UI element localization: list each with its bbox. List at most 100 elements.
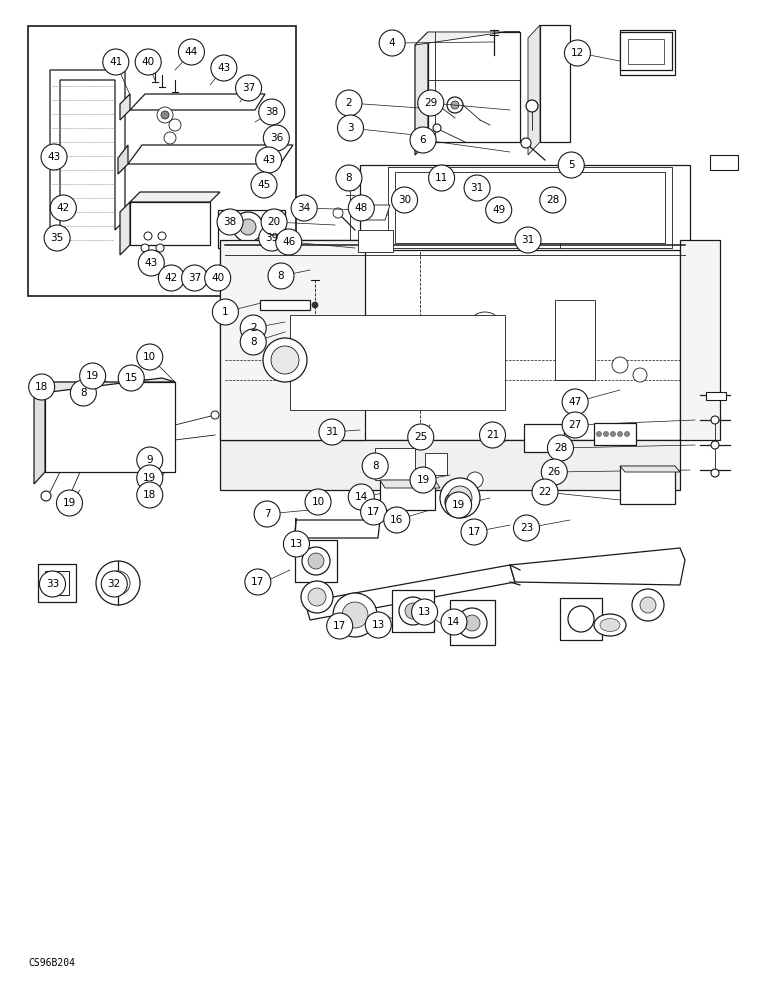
Text: 32: 32 — [107, 579, 121, 589]
Circle shape — [365, 612, 391, 638]
Text: 23: 23 — [520, 523, 533, 533]
Circle shape — [135, 49, 161, 75]
Circle shape — [251, 172, 277, 198]
Polygon shape — [680, 240, 720, 440]
Polygon shape — [380, 480, 440, 488]
Circle shape — [562, 412, 588, 438]
Circle shape — [245, 569, 271, 595]
Circle shape — [235, 75, 262, 101]
Text: 27: 27 — [568, 420, 582, 430]
Text: 44: 44 — [185, 47, 198, 57]
Circle shape — [319, 419, 345, 445]
Circle shape — [540, 187, 566, 213]
Circle shape — [164, 132, 176, 144]
Bar — [710, 155, 738, 170]
Polygon shape — [130, 202, 210, 245]
Circle shape — [515, 227, 541, 253]
Circle shape — [211, 55, 237, 81]
Circle shape — [261, 209, 287, 235]
Circle shape — [41, 144, 67, 170]
Circle shape — [263, 125, 290, 151]
Bar — [425, 453, 447, 475]
Polygon shape — [510, 548, 685, 585]
Circle shape — [532, 479, 558, 505]
Text: 13: 13 — [371, 620, 385, 630]
Bar — [594, 423, 636, 445]
Circle shape — [448, 486, 472, 510]
Circle shape — [333, 593, 377, 637]
Text: 19: 19 — [63, 498, 76, 508]
Circle shape — [39, 571, 66, 597]
Circle shape — [632, 589, 664, 621]
Text: 49: 49 — [492, 205, 506, 215]
Circle shape — [56, 490, 83, 516]
Bar — [28, 26, 296, 296]
Circle shape — [178, 39, 205, 65]
Text: 46: 46 — [282, 237, 296, 247]
Circle shape — [141, 244, 149, 252]
Text: 7: 7 — [264, 509, 270, 519]
Text: 41: 41 — [109, 57, 123, 67]
Text: 19: 19 — [86, 371, 100, 381]
Text: 40: 40 — [141, 57, 155, 67]
Circle shape — [562, 389, 588, 415]
Circle shape — [169, 119, 181, 131]
Circle shape — [156, 244, 164, 252]
Circle shape — [137, 344, 163, 370]
Circle shape — [597, 432, 601, 436]
Text: 18: 18 — [143, 490, 157, 500]
Text: CS96B204: CS96B204 — [28, 958, 75, 968]
Text: 4: 4 — [389, 38, 395, 48]
Circle shape — [263, 338, 307, 382]
Text: 13: 13 — [418, 607, 432, 617]
Text: 31: 31 — [325, 427, 339, 437]
Circle shape — [399, 597, 427, 625]
Circle shape — [428, 165, 455, 191]
Circle shape — [254, 501, 280, 527]
Text: 10: 10 — [311, 497, 325, 507]
Text: 43: 43 — [262, 155, 276, 165]
Text: 8: 8 — [250, 337, 256, 347]
Bar — [555, 300, 595, 380]
Circle shape — [464, 615, 480, 631]
Circle shape — [391, 187, 418, 213]
Ellipse shape — [594, 614, 626, 636]
Text: 22: 22 — [538, 487, 552, 497]
Text: 17: 17 — [467, 527, 481, 537]
Circle shape — [336, 90, 362, 116]
Text: 19: 19 — [452, 500, 466, 510]
Circle shape — [101, 571, 127, 597]
Text: 9: 9 — [147, 455, 153, 465]
Circle shape — [158, 265, 185, 291]
Circle shape — [137, 447, 163, 473]
Circle shape — [633, 368, 647, 382]
Circle shape — [291, 195, 317, 221]
Circle shape — [283, 531, 310, 557]
Circle shape — [405, 603, 421, 619]
Text: 33: 33 — [46, 579, 59, 589]
Circle shape — [711, 469, 719, 477]
Circle shape — [240, 219, 256, 235]
Circle shape — [604, 432, 608, 436]
Text: 16: 16 — [390, 515, 404, 525]
Polygon shape — [415, 32, 428, 155]
Circle shape — [256, 147, 282, 173]
Circle shape — [612, 357, 628, 373]
Polygon shape — [360, 165, 690, 250]
Text: 37: 37 — [242, 83, 256, 93]
Polygon shape — [220, 240, 365, 440]
Circle shape — [441, 609, 467, 635]
Circle shape — [137, 465, 163, 491]
Circle shape — [461, 519, 487, 545]
Text: 36: 36 — [269, 133, 283, 143]
Circle shape — [260, 234, 276, 250]
Text: 2: 2 — [346, 98, 352, 108]
Circle shape — [106, 571, 130, 595]
Circle shape — [467, 472, 483, 488]
Polygon shape — [620, 466, 680, 472]
Text: 17: 17 — [367, 507, 381, 517]
Text: 12: 12 — [571, 48, 584, 58]
Circle shape — [158, 232, 166, 240]
Circle shape — [259, 225, 285, 251]
Circle shape — [118, 365, 144, 391]
